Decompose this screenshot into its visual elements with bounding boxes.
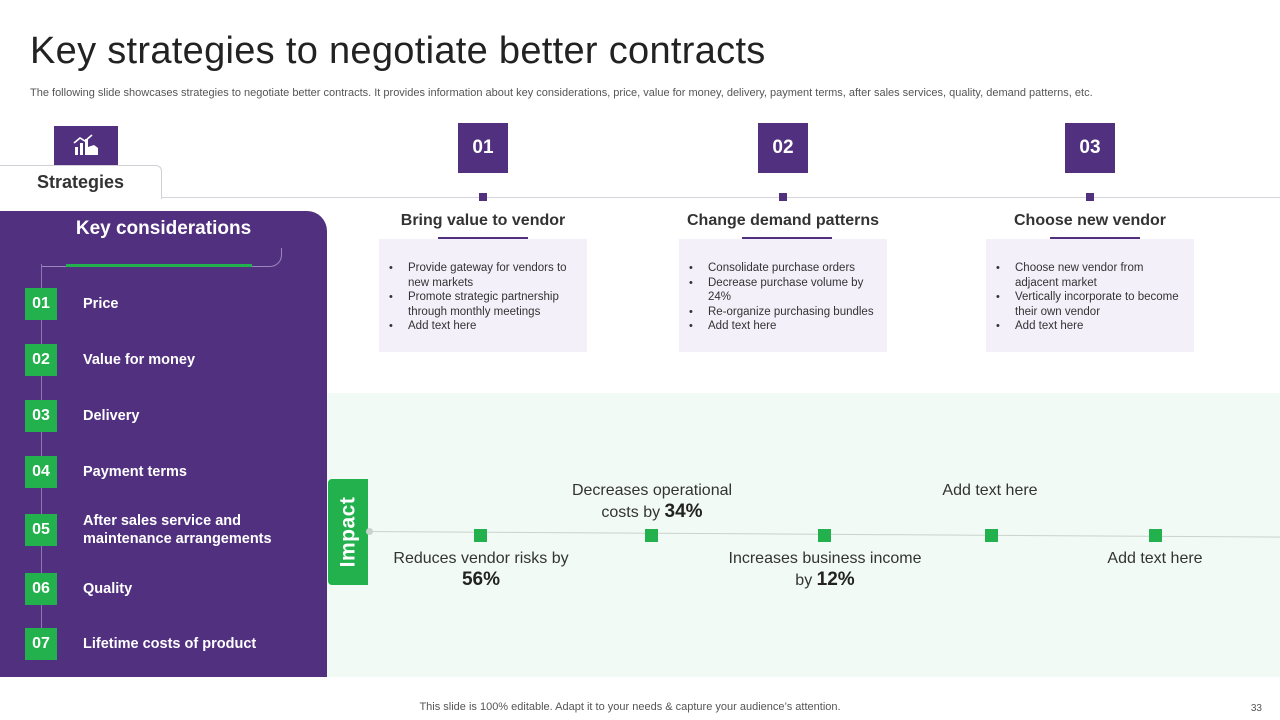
impact-timeline-start [366,528,373,535]
slide-subtitle: The following slide showcases strategies… [30,87,1093,99]
impact-label-tab: Impact [328,479,368,585]
impact-marker [985,529,998,542]
impact-point-text: Reduces vendor risks by [393,550,569,567]
impact-point-text: Add text here [942,482,1038,499]
consideration-label: Payment terms [83,464,187,480]
key-considerations-underline [66,264,252,267]
consideration-item: 06 Quality [25,573,132,605]
impact-point-value: 34% [664,501,703,522]
consideration-item: 04 Payment terms [25,456,187,488]
consideration-number: 01 [25,288,57,320]
impact-point-value: 12% [816,569,855,590]
footer-text: This slide is 100% editable. Adapt it to… [419,701,841,713]
strategy-bullet: Choose new vendor from adjacent market [996,261,1186,290]
strategy-card: Provide gateway for vendors to new marke… [379,239,587,352]
strategy-title: Bring value to vendor [400,212,566,229]
consideration-label: Value for money [83,352,196,368]
chart-hand-icon [54,126,118,166]
strategy-title-bar [438,237,528,240]
strategy-bullet: Decrease purchase volume by 24% [689,276,879,305]
impact-point-text: Increases business income by [728,550,922,589]
consideration-label: Lifetime costs of product [83,636,257,652]
strategy-title-bar [1050,237,1140,240]
impact-point: Add text here [1105,548,1205,569]
strategies-divider [161,197,1280,198]
impact-marker [645,529,658,542]
consideration-item: 07 Lifetime costs of product [25,628,256,660]
strategy-bullet: Vertically incorporate to become their o… [996,290,1186,319]
strategy-bullet: Add text here [996,319,1186,334]
impact-marker [474,529,487,542]
consideration-item: 03 Delivery [25,400,139,432]
impact-marker [1149,529,1162,542]
strategy-dot [1086,193,1094,201]
consideration-number: 05 [25,514,57,546]
impact-point: Increases business income by 12% [725,548,925,591]
consideration-item: 02 Value for money [25,344,195,376]
key-considerations-panel [0,211,327,677]
impact-marker [818,529,831,542]
page-number: 33 [1250,703,1262,714]
consideration-number: 04 [25,456,57,488]
strategy-bullet: Promote strategic partnership through mo… [389,290,579,319]
impact-point-text: Decreases operational costs by [571,482,733,521]
strategy-number-02: 02 [758,123,808,173]
slide-footer: This slide is 100% editable. Adapt it to… [0,701,1280,713]
consideration-label: After sales service and maintenance arra… [83,513,272,547]
consideration-number: 03 [25,400,57,432]
key-considerations-line [41,264,42,644]
strategy-title-bar [742,237,832,240]
consideration-number: 07 [25,628,57,660]
impact-point-value: 56% [461,569,501,590]
strategy-card: Consolidate purchase orders Decrease pur… [679,239,887,352]
consideration-label: Quality [83,581,133,597]
strategy-dot [779,193,787,201]
strategy-title: Choose new vendor [1013,212,1167,229]
strategy-bullet: Add text here [389,319,579,334]
impact-point: Decreases operational costs by 34% [552,480,752,523]
strategy-bullet: Provide gateway for vendors to new marke… [389,261,579,290]
consideration-label: Delivery [83,408,140,424]
consideration-number: 02 [25,344,57,376]
strategy-bullet: Add text here [689,319,879,334]
consideration-label: Price [83,296,119,312]
slide-title: Key strategies to negotiate better contr… [30,30,766,72]
impact-point: Add text here [940,480,1040,501]
impact-point-text: Add text here [1107,550,1203,567]
strategy-number-01: 01 [458,123,508,173]
strategy-bullet: Re-organize purchasing bundles [689,305,879,320]
strategy-title: Change demand patterns [686,212,880,229]
strategies-tab: Strategies [0,165,162,199]
consideration-item: 01 Price [25,288,118,320]
strategy-number-03: 03 [1065,123,1115,173]
strategy-card: Choose new vendor from adjacent market V… [986,239,1194,352]
consideration-item: 05 After sales service and maintenance a… [25,513,272,547]
impact-point: Reduces vendor risks by 56% [381,548,581,591]
strategy-bullet: Consolidate purchase orders [689,261,879,276]
impact-label: Impact [336,496,359,568]
strategy-dot [479,193,487,201]
key-considerations-title: Key considerations [75,218,252,239]
consideration-number: 06 [25,573,57,605]
